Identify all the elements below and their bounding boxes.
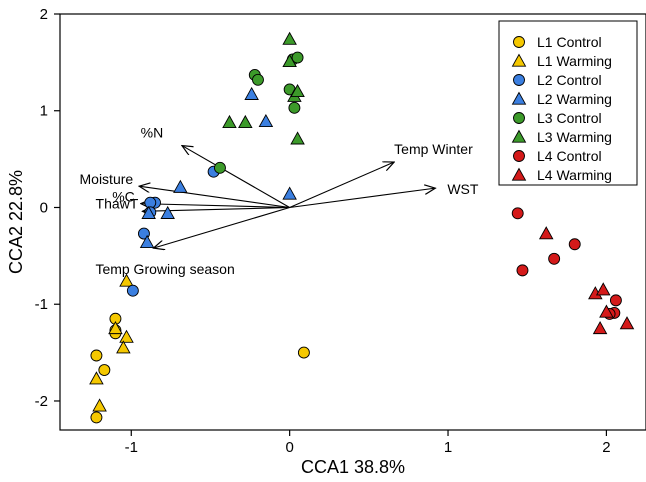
- l1-warming-point: [92, 398, 107, 412]
- x-tick-label: -1: [125, 439, 138, 456]
- vector-label: Temp Growing season: [95, 261, 234, 277]
- vector-arrow: [139, 186, 290, 209]
- vector-label: Temp Winter: [394, 141, 473, 157]
- legend-marker-l1-control: [513, 36, 525, 48]
- x-tick-label: 1: [444, 439, 452, 456]
- l1-warming-point: [108, 320, 123, 335]
- legend-marker-l2-control: [513, 74, 525, 86]
- vector-arrow: [289, 188, 436, 209]
- plot-area-frame: [59, 13, 646, 431]
- l2-warming-point: [173, 179, 188, 193]
- vector-arrow: [153, 206, 290, 248]
- legend-marker-l4-control: [513, 150, 525, 162]
- legend-label-l3-warming: L3 Warming: [537, 129, 612, 145]
- l2-warming-point: [244, 86, 259, 100]
- l1-control-point: [98, 364, 111, 376]
- l1-warming-point: [89, 371, 104, 385]
- legend-label-l1-warming: L1 Warming: [537, 53, 612, 69]
- x-tick-label: 2: [602, 439, 610, 456]
- l1-warming-point: [119, 329, 134, 343]
- y-tick-label: 2: [40, 6, 48, 23]
- x-tick-label: 0: [285, 439, 293, 456]
- l1-control-point: [297, 346, 310, 359]
- y-tick-label: -1: [35, 296, 48, 313]
- l2-warming-point: [160, 205, 175, 219]
- l4-control-point: [548, 252, 561, 265]
- legend-label-l4-warming: L4 Warming: [537, 167, 612, 183]
- legend-label-l1-control: L1 Control: [537, 34, 602, 50]
- l3-control-point: [214, 161, 226, 174]
- l2-warming-point: [258, 113, 274, 128]
- legend-label-l4-control: L4 Control: [537, 148, 602, 164]
- vector-label: %N: [141, 125, 164, 141]
- l2-warming-point: [139, 234, 155, 248]
- legend-marker-l3-warming: [511, 129, 527, 143]
- l3-control-point: [291, 51, 304, 64]
- x-axis-label: CCA1 38.8%: [301, 457, 405, 477]
- l1-control-point: [90, 349, 103, 362]
- l4-warming-point: [599, 304, 614, 318]
- l4-warming-point: [595, 282, 611, 296]
- l4-control-point: [568, 238, 581, 251]
- l3-warming-point: [238, 114, 253, 129]
- vector-label: Moisture: [80, 171, 134, 187]
- y-tick-label: 1: [40, 103, 48, 120]
- legend: L1 Control L1 Warming L2 Control L2 Warming…: [498, 20, 638, 186]
- l4-warming-point: [592, 320, 608, 335]
- l3-warming-point: [282, 53, 297, 68]
- legend-label-l2-warming: L2 Warming: [537, 91, 612, 107]
- legend-label-l2-control: L2 Control: [537, 72, 602, 88]
- l2-warming-point: [282, 186, 297, 200]
- l1-warming-point: [119, 273, 134, 287]
- legend-marker-l4-warming: [511, 167, 527, 181]
- l3-warming-point: [282, 31, 297, 45]
- l4-control-point: [609, 294, 622, 307]
- vector-arrow: [182, 146, 290, 208]
- l4-control-point: [511, 207, 524, 220]
- l2-warming-point: [141, 205, 156, 219]
- l1-control-point: [90, 411, 103, 424]
- vector-label: %C: [112, 189, 135, 205]
- l4-warming-point: [619, 316, 635, 330]
- y-axis-label: CCA2 22.8%: [6, 170, 26, 274]
- legend-marker-l3-control: [513, 112, 525, 124]
- legend-marker-l1-warming: [511, 53, 527, 67]
- y-tick-label: 0: [40, 199, 48, 216]
- vector-arrow: [289, 162, 395, 208]
- l3-warming-point: [222, 114, 237, 129]
- l4-control-point: [516, 264, 529, 277]
- data-points: [89, 31, 635, 424]
- l4-warming-point: [538, 226, 554, 240]
- vector-label: ThawT: [96, 195, 139, 211]
- l3-control-point: [288, 101, 301, 114]
- l1-warming-point: [116, 340, 131, 354]
- axis-ticks: -1 0 1 2 -2 -1 0 1 2: [35, 6, 611, 456]
- l3-control-point: [252, 73, 264, 86]
- legend-label-l3-control: L3 Control: [537, 110, 602, 126]
- l2-control-point: [126, 284, 139, 297]
- y-tick-label: -2: [35, 393, 48, 410]
- l3-warming-point: [290, 131, 305, 145]
- l3-warming-point: [290, 83, 305, 98]
- legend-marker-l2-warming: [511, 91, 527, 105]
- vector-arrow: [142, 207, 290, 211]
- vector-arrow: [141, 204, 290, 208]
- vector-label: WST: [447, 181, 479, 197]
